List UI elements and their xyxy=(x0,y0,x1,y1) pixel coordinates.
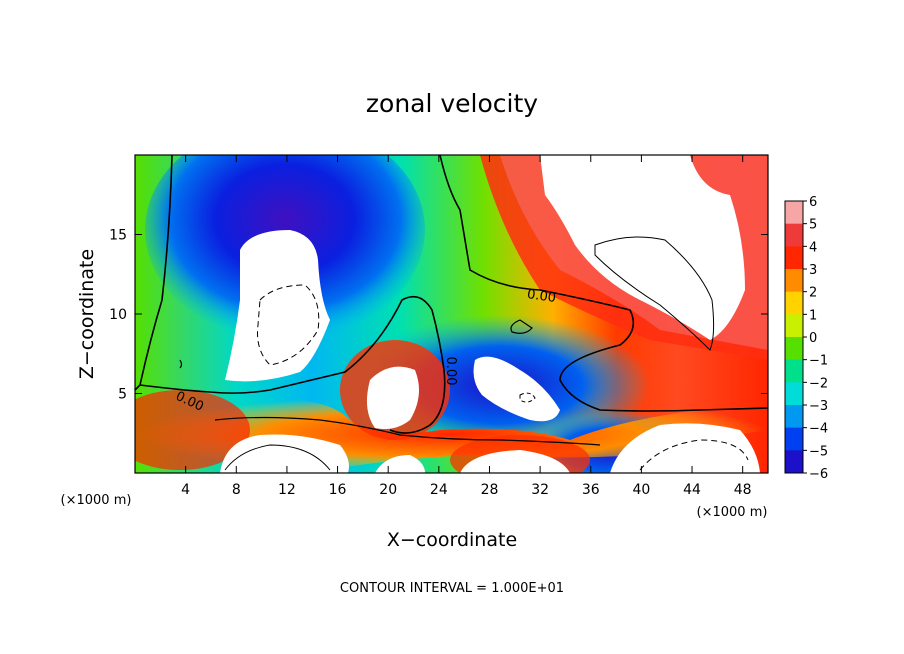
y-axis-label: Z−coordinate xyxy=(76,249,98,379)
x-tick-label: 44 xyxy=(683,482,701,498)
colorbar-label: −5 xyxy=(809,444,828,459)
y-tick-label: 5 xyxy=(118,387,127,403)
contour-interval-note: CONTOUR INTERVAL = 1.000E+01 xyxy=(340,581,564,596)
x-tick-label: 16 xyxy=(329,482,347,498)
colorbar-label: −3 xyxy=(809,399,828,414)
x-tick-label: 40 xyxy=(632,482,650,498)
white-region-center xyxy=(366,366,419,429)
x-axis-ticks: 4 8 12 16 20 24 28 32 36 40 44 48 xyxy=(181,155,752,498)
colorbar-band xyxy=(785,223,803,247)
colorbar-band xyxy=(785,405,803,429)
colorbar-label: 6 xyxy=(809,195,817,210)
x-tick-label: 32 xyxy=(531,482,549,498)
colorbar-label: −6 xyxy=(809,467,828,482)
white-region-bottom-left xyxy=(220,434,349,473)
y-axis-ticks: 5 10 15 xyxy=(109,228,768,403)
white-region-upper-right xyxy=(540,155,745,340)
colorbar-label: 0 xyxy=(809,331,817,346)
x-unit-label-right: (×1000 m) xyxy=(697,505,768,520)
colorbar-label: −1 xyxy=(809,354,828,369)
zero-contour-center xyxy=(139,295,446,434)
x-unit-label-left: (×1000 m) xyxy=(61,493,132,508)
y-tick-label: 10 xyxy=(109,307,127,323)
x-axis-label: X−coordinate xyxy=(387,529,517,551)
colorbar-label: 1 xyxy=(809,308,817,323)
contour-label-1: 0.00 xyxy=(526,287,557,306)
zero-contour-left xyxy=(135,155,173,391)
white-region-bottom-right xyxy=(610,423,760,473)
colorbar-band xyxy=(785,450,803,474)
colorbar: 6 5 4 3 2 1 0 −1 −2 −3 −4 −5 −6 xyxy=(784,195,828,482)
colorbar-label: 2 xyxy=(809,286,817,301)
colorbar-label: −2 xyxy=(809,376,828,391)
colorbar-band xyxy=(785,382,803,406)
zero-contour-right xyxy=(439,155,768,412)
colorbar-band xyxy=(785,269,803,293)
colorbar-band xyxy=(785,427,803,451)
x-tick-label: 24 xyxy=(430,482,448,498)
x-tick-label: 20 xyxy=(379,482,397,498)
colorbar-band xyxy=(785,291,803,315)
x-tick-label: 48 xyxy=(734,482,752,498)
heatmap-field xyxy=(135,155,768,473)
colorbar-band xyxy=(785,201,803,225)
colorbar-label: 5 xyxy=(809,218,817,233)
colorbar-band xyxy=(785,337,803,361)
contour-negative-upper xyxy=(257,284,320,366)
white-region-upper-left xyxy=(225,230,330,382)
x-tick-label: 12 xyxy=(278,482,296,498)
chart-title: zonal velocity xyxy=(366,89,538,118)
colorbar-label: 3 xyxy=(809,263,817,278)
x-tick-label: 4 xyxy=(181,482,190,498)
y-tick-label: 15 xyxy=(109,228,127,244)
x-tick-label: 28 xyxy=(481,482,499,498)
colorbar-band xyxy=(785,314,803,338)
colorbar-label: 4 xyxy=(809,240,817,255)
white-region-mid xyxy=(473,356,560,422)
colorbar-band xyxy=(785,359,803,383)
x-tick-label: 36 xyxy=(582,482,600,498)
colorbar-label: −4 xyxy=(809,422,828,437)
contour-label-2: 0.00 xyxy=(443,357,458,386)
contour-positive xyxy=(594,236,715,351)
x-tick-label: 8 xyxy=(232,482,241,498)
colorbar-band xyxy=(785,246,803,270)
